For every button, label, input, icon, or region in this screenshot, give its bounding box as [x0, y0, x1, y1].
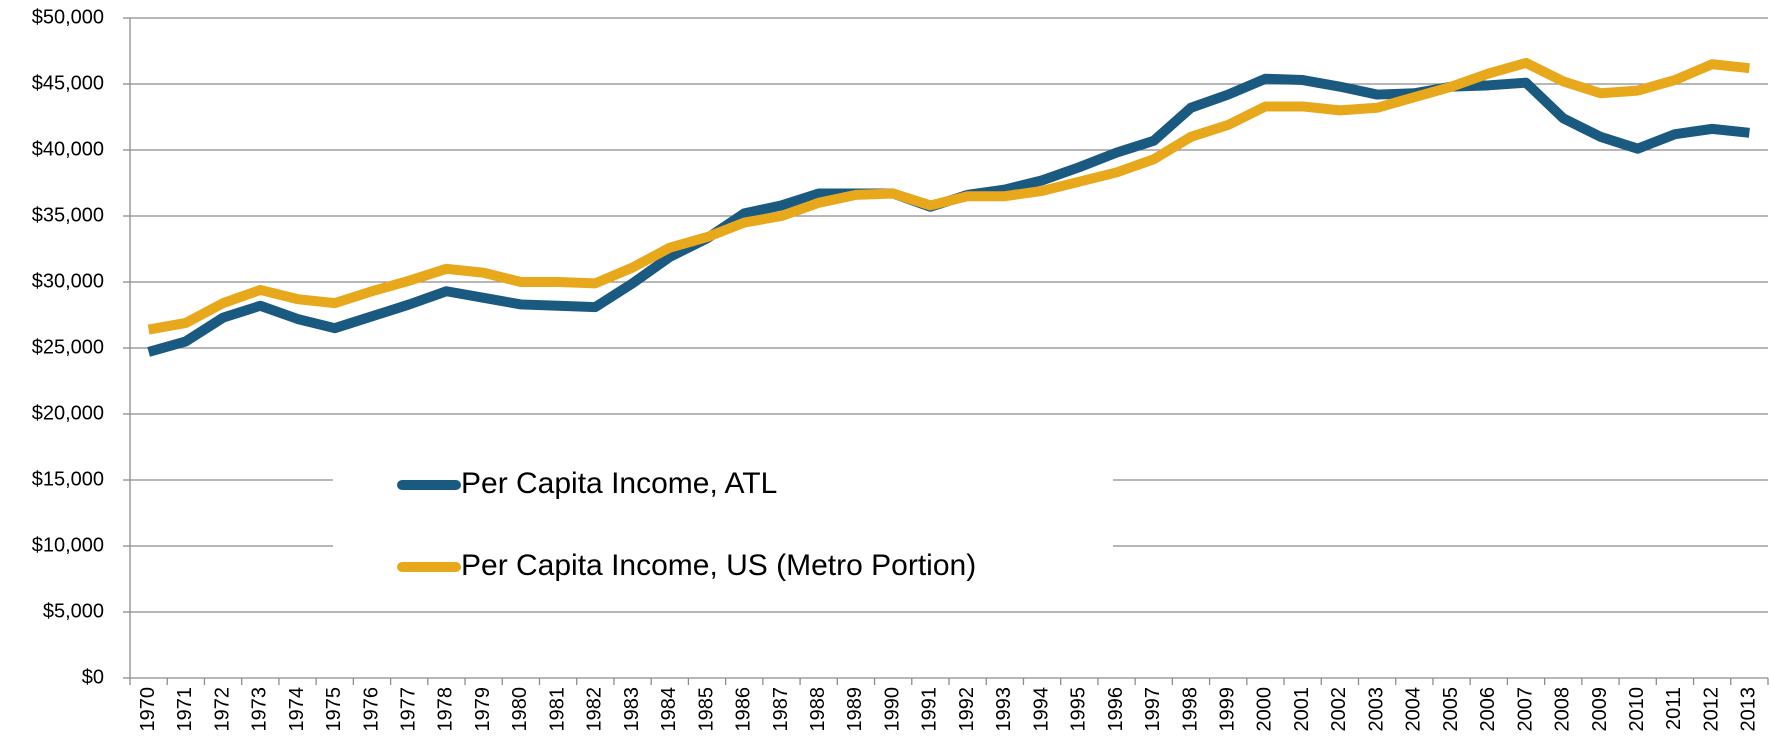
- x-tick-label: 2010: [1626, 687, 1648, 732]
- x-tick-label: 1985: [695, 687, 717, 732]
- plot: [147, 57, 1750, 357]
- x-tick-label: 1971: [174, 687, 196, 732]
- x-tick-label: 1974: [286, 687, 308, 732]
- x-tick-label: 1992: [956, 687, 978, 732]
- x-tick-label: 2013: [1738, 687, 1760, 732]
- y-tick-label: $15,000: [32, 468, 104, 490]
- x-tick-label: 1998: [1179, 687, 1201, 732]
- x-tick-label: 2009: [1589, 687, 1611, 732]
- x-tick-label: 1973: [249, 687, 271, 732]
- x-tick-label: 2004: [1403, 687, 1425, 732]
- x-tick-label: 1978: [435, 687, 457, 732]
- x-tick-label: 1988: [807, 687, 829, 732]
- x-tick-label: 1983: [621, 687, 643, 732]
- y-tick-label: $25,000: [32, 336, 104, 358]
- y-tick-label: $50,000: [32, 6, 104, 28]
- x-tick-label: 1989: [844, 687, 866, 732]
- x-tick-label: 2002: [1328, 687, 1350, 732]
- x-tick-label: 1976: [360, 687, 382, 732]
- y-tick-label: $45,000: [32, 72, 104, 94]
- x-tick-label: 1994: [1030, 687, 1052, 732]
- data-line: [147, 57, 1750, 335]
- x-tick-label: 1984: [658, 687, 680, 732]
- x-tick-label: 1999: [1216, 687, 1238, 732]
- legend: Per Capita Income, ATL Per Capita Income,…: [333, 452, 1113, 588]
- y-tick-label: $0: [82, 666, 104, 688]
- x-tick-label: 1975: [323, 687, 345, 732]
- y-tick-label: $35,000: [32, 204, 104, 226]
- x-tick-label: 2012: [1700, 687, 1722, 732]
- x-tick-label: 2007: [1514, 687, 1536, 732]
- x-tick-label: 2001: [1291, 687, 1313, 732]
- legend-box: [333, 452, 1113, 588]
- x-tick-label: 1996: [1105, 687, 1127, 732]
- x-tick-label: 1991: [919, 687, 941, 732]
- y-tick-label: $10,000: [32, 534, 104, 556]
- grid: $0 $5,000 $10,000 $15,000 $20,000 $25,000 $30,…: [32, 6, 1769, 732]
- legend-label: Per Capita Income, ATL: [461, 467, 777, 500]
- x-tick-label: 1990: [881, 687, 903, 732]
- x-tick-label: 1995: [1068, 687, 1090, 732]
- y-tick-label: $5,000: [43, 600, 104, 622]
- x-tick-label: 1981: [546, 687, 568, 732]
- x-tick-label: 1993: [993, 687, 1015, 732]
- x-tick-label: 1987: [770, 687, 792, 732]
- x-tick-label: 1979: [472, 687, 494, 732]
- x-tick-label: 1997: [1142, 687, 1164, 732]
- legend-label: Per Capita Income, US (Metro Portion): [461, 549, 976, 582]
- x-tick-label: 1970: [137, 687, 159, 732]
- x-tick-label: 1982: [584, 687, 606, 732]
- y-tick-label: $30,000: [32, 270, 104, 292]
- x-tick-label: 2011: [1663, 687, 1685, 730]
- x-tick-label: 2003: [1365, 687, 1387, 732]
- x-tick-label: 1972: [211, 687, 233, 732]
- x-tick-label: 1980: [509, 687, 531, 732]
- y-tick-label: $40,000: [32, 138, 104, 160]
- x-tick-label: 1977: [397, 687, 419, 732]
- x-tick-label: 1986: [733, 687, 755, 732]
- x-tick-label: 2008: [1552, 687, 1574, 732]
- data-line: [147, 73, 1750, 357]
- x-tick-label: 2006: [1477, 687, 1499, 732]
- x-tick-label: 2000: [1254, 687, 1276, 732]
- x-tick-label: 2005: [1440, 687, 1462, 732]
- y-tick-label: $20,000: [32, 402, 104, 424]
